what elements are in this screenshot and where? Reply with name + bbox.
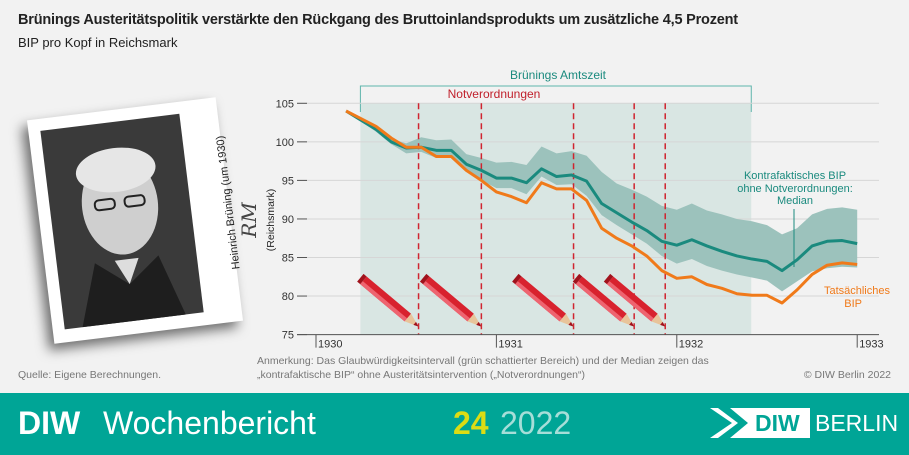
y-tick-label: 85 [282, 253, 294, 265]
period-bracket [359, 85, 752, 112]
pencil-icon [512, 273, 574, 327]
footer-publication: Wochenbericht [103, 405, 316, 441]
portrait-photo: Heinrich Brüning (um 1930) [26, 97, 244, 344]
median-annotation-2: ohne Notverordnungen: [737, 183, 853, 195]
diw-logo-icon [710, 408, 810, 438]
y-tick-label: 75 [282, 330, 294, 342]
x-tick-label: 1930 [318, 339, 342, 351]
pencil-icon [419, 273, 482, 327]
chart-title: Brünings Austeritätspolitik verstärkte d… [18, 12, 738, 28]
source-note: Quelle: Eigene Berechnungen. [18, 369, 162, 381]
remark-line-1: Anmerkung: Das Glaubwürdigkeitsintervall… [257, 355, 709, 367]
chart: 75 80 85 90 95 100 105 1930 1931 1932 1933 Brüning… [237, 68, 891, 351]
y-tick-label: 90 [282, 214, 294, 226]
median-annotation-3: Median [777, 195, 813, 207]
footer-issue: 24 [453, 405, 489, 441]
median-gdp-line [345, 109, 858, 273]
period-label: Brünings Amtszeit [510, 68, 607, 82]
pencil-icon [572, 273, 635, 327]
ylabel-symbol: RM [237, 202, 261, 239]
chart-subtitle: BIP pro Kopf in Reichsmark [18, 35, 178, 50]
y-tick-label: 95 [282, 175, 294, 187]
pencil-icon [357, 273, 419, 327]
median-annotation-1: Kontrafaktisches BIP [744, 170, 846, 182]
logo-text: DIW [755, 410, 800, 436]
actual-gdp-line [345, 109, 858, 305]
actual-annotation-1: Tatsächliches [824, 285, 891, 297]
x-tick-label: 1932 [679, 339, 703, 351]
logo-city: BERLIN [815, 410, 899, 436]
footer-year: 2022 [500, 405, 572, 441]
portrait-image [40, 113, 204, 330]
decrees-label: Notverordnungen [448, 87, 541, 101]
remark-line-2: „kontrafaktische BIP“ ohne Austeritätsin… [257, 369, 585, 381]
y-tick-label: 80 [282, 291, 294, 303]
y-tick-label: 100 [276, 137, 294, 149]
ylabel: (Reichsmark) [265, 189, 277, 251]
footer-banner: DIW Wochenbericht 24 2022 DIW BERLIN [0, 393, 909, 455]
footer-brand: DIW [18, 405, 81, 441]
pencil-icon [603, 273, 666, 327]
actual-annotation-2: BIP [844, 298, 862, 310]
copyright: © DIW Berlin 2022 [803, 369, 891, 381]
x-tick-label: 1931 [498, 339, 522, 351]
y-tick-label: 105 [276, 98, 294, 110]
x-tick-label: 1933 [859, 339, 883, 351]
